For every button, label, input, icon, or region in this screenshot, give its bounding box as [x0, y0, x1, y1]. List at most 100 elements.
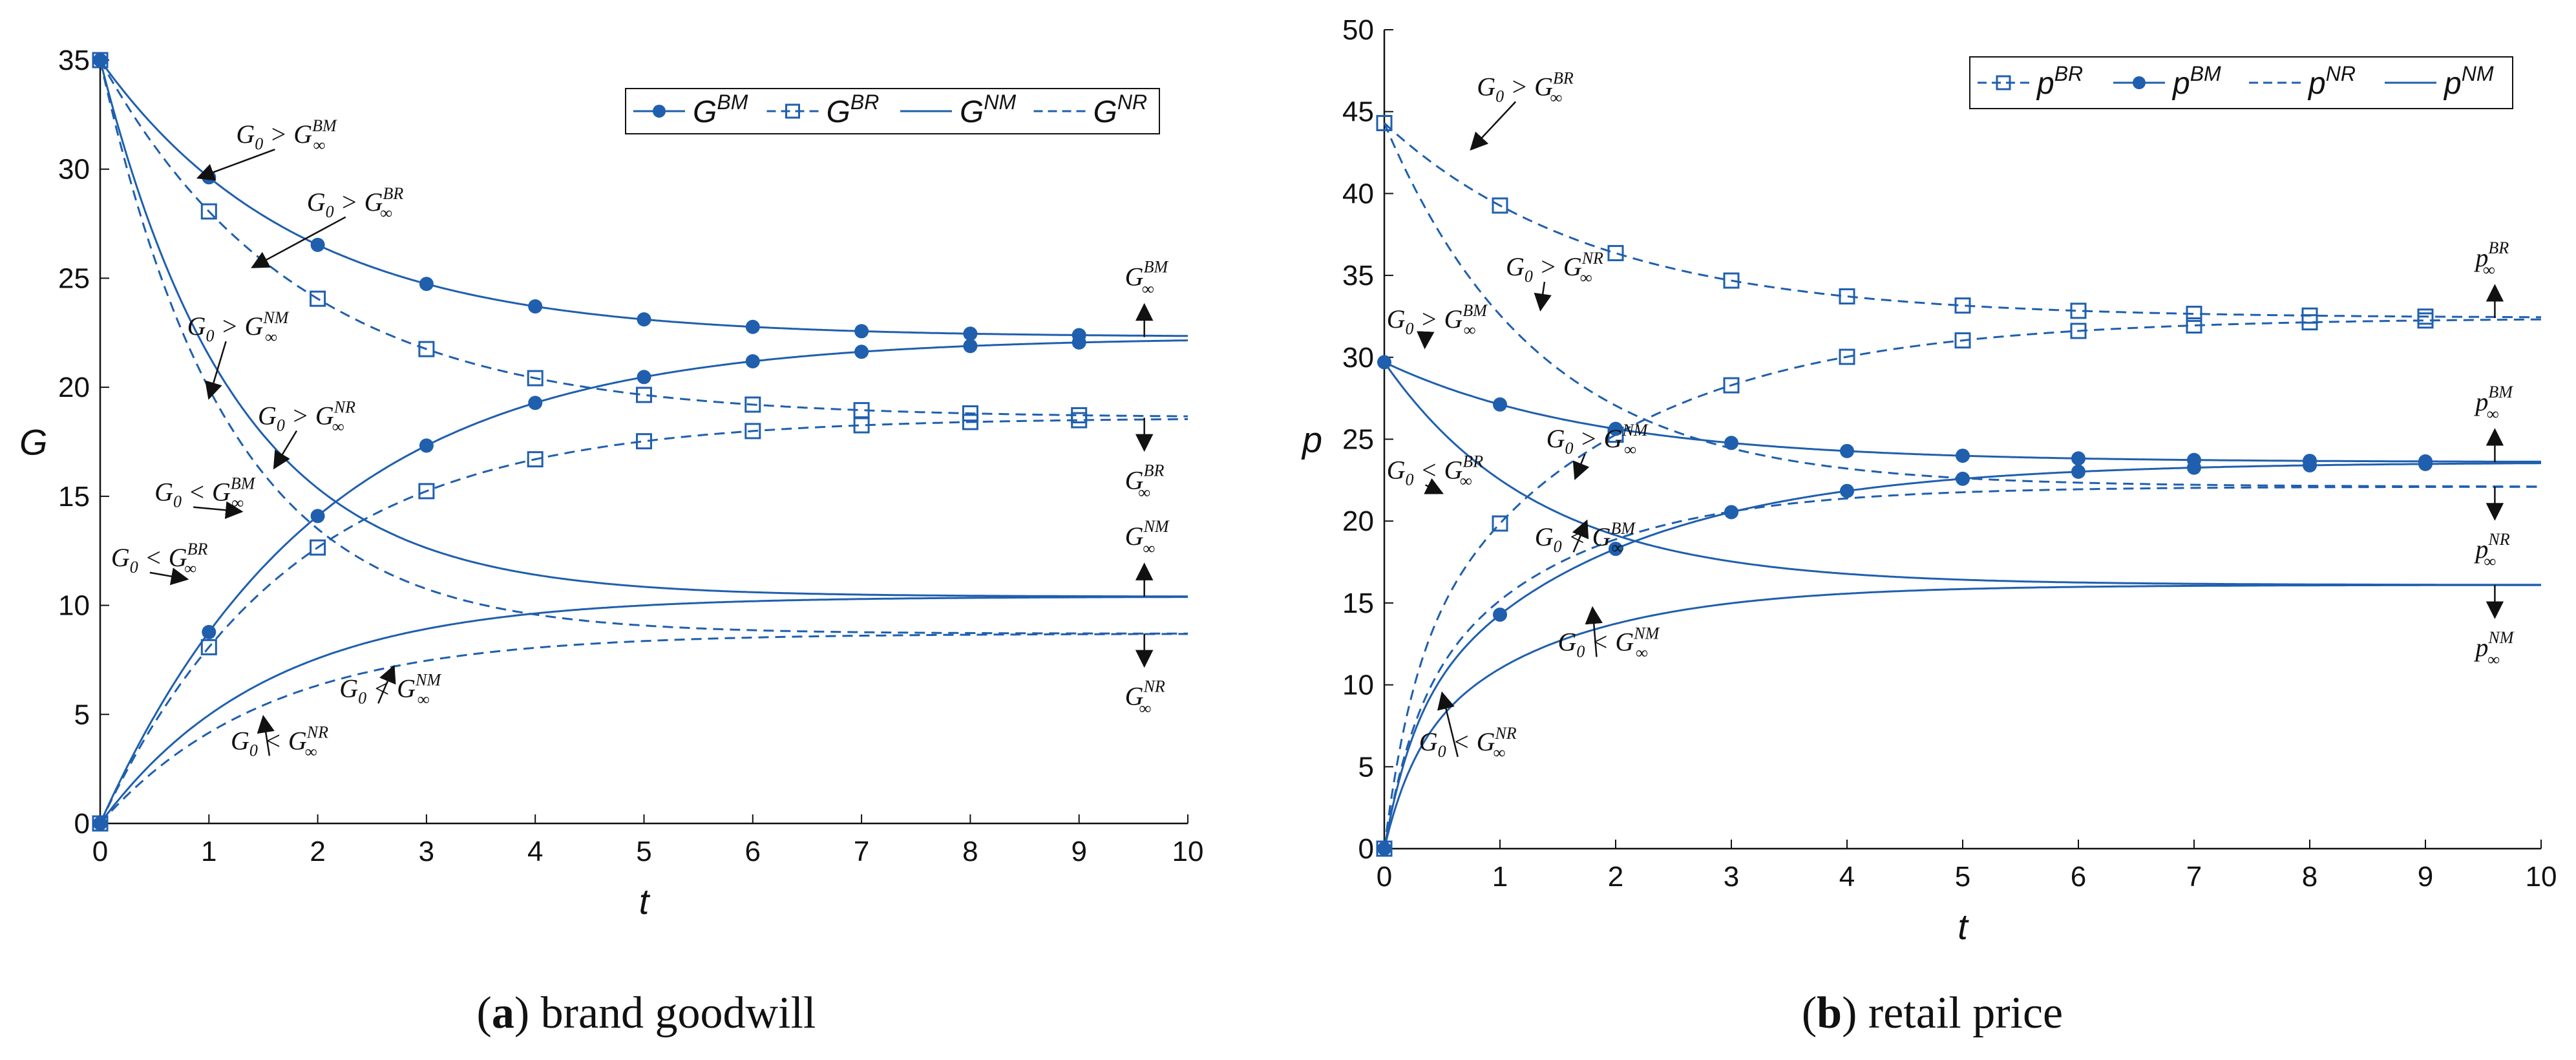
series-line	[99, 59, 1188, 635]
legend-label: pBR	[2036, 62, 2083, 101]
legend-name: p	[2307, 67, 2326, 101]
legend-sup: BM	[717, 90, 748, 114]
y-tick-label: 30	[58, 154, 90, 186]
x-tick-label: 3	[1724, 861, 1739, 893]
data-point	[2186, 317, 2202, 334]
annotation-lhs-sub: 0	[277, 416, 285, 435]
annotation-lhs-sub: 0	[1405, 319, 1413, 338]
series-line	[99, 59, 1188, 418]
x-tick-label: 6	[745, 836, 761, 867]
annotation-rhs-sub: ∞	[1550, 88, 1563, 107]
data-point	[1609, 421, 1623, 436]
data-point	[853, 417, 870, 434]
data-point	[527, 370, 544, 387]
end-label-sub: ∞	[1138, 483, 1150, 502]
data-point	[744, 423, 761, 440]
data-point	[92, 815, 109, 832]
legend: pBR pBM pNR pNM	[1969, 56, 2513, 109]
end-label-sup: BM	[1144, 258, 1169, 277]
caption-a: (a) brand goodwill	[477, 988, 816, 1038]
data-point	[1607, 245, 1624, 262]
annotation-rhs-sup: BR	[187, 540, 208, 558]
y-tick-label: 15	[58, 481, 90, 513]
annotation-op: <	[1591, 627, 1609, 656]
annotation-lhs: G	[154, 478, 173, 507]
data-point	[854, 324, 869, 339]
data-point	[2071, 451, 2085, 466]
y-tick-label: 30	[1342, 342, 1374, 374]
annotation-rhs-sup: NR	[306, 723, 328, 741]
data-point	[1956, 471, 1970, 486]
series-line	[1383, 584, 2541, 849]
end-label-name: p	[2473, 387, 2488, 416]
legend-label: GNR	[1093, 90, 1148, 129]
legend-sup: NM	[984, 90, 1016, 114]
annotation-rhs-sup: NM	[1633, 624, 1660, 642]
annotation-rhs-sup: NR	[1581, 249, 1603, 268]
end-label: pNM ∞	[2473, 628, 2514, 669]
annotation-rhs-sup: NM	[262, 308, 289, 327]
legend-marker	[2133, 76, 2146, 89]
y-tick-label: 20	[1342, 505, 1374, 537]
annotation-rhs: G	[1603, 424, 1622, 453]
annotation-rhs-sub: ∞	[231, 494, 244, 513]
data-point	[418, 341, 435, 357]
annotation-rhs-sup: BM	[231, 474, 256, 493]
data-point	[200, 639, 217, 655]
y-tick-label: 45	[1342, 96, 1374, 128]
data-point	[2418, 456, 2433, 471]
data-point	[963, 326, 978, 341]
x-tick-label: 3	[419, 836, 434, 867]
y-tick-label: 25	[58, 262, 90, 294]
x-tick-label: 8	[962, 836, 978, 867]
data-point	[2303, 458, 2317, 472]
annotation-lhs-sub: 0	[1405, 470, 1413, 489]
x-tick-label: 10	[1172, 836, 1204, 867]
legend-sup: BR	[850, 90, 879, 114]
annotation-lhs: G	[1477, 72, 1495, 101]
annotation-rhs-sup: NM	[415, 670, 441, 689]
annotation-rhs-sub: ∞	[1460, 471, 1472, 490]
data-point	[1493, 397, 1507, 412]
annotation-rhs: G	[288, 726, 307, 755]
y-tick-label: 0	[74, 808, 90, 840]
annotation: G0 < GNR ∞	[1419, 724, 1517, 762]
annotation-rhs: G	[1534, 72, 1553, 101]
legend-name: G	[960, 95, 984, 129]
annotation-lhs-sub: 0	[249, 741, 258, 759]
annotation-lhs: G	[236, 120, 255, 149]
end-label-sub: ∞	[1143, 539, 1156, 558]
annotation-rhs: G	[245, 312, 264, 341]
end-label-sup: NR	[2487, 530, 2509, 549]
x-tick-label: 2	[1608, 861, 1623, 893]
annotation-lhs: G	[1547, 424, 1565, 453]
legend-sup: NR	[2326, 62, 2356, 85]
annotation-arrow	[1437, 691, 1459, 758]
annotation-lhs-sub: 0	[1438, 742, 1446, 761]
annotation: G0 < GBM ∞	[1535, 519, 1636, 557]
data-point	[527, 451, 544, 468]
annotation-lhs-sub: 0	[1576, 642, 1585, 661]
legend-marker	[1996, 75, 2011, 90]
annotation-rhs: G	[1615, 627, 1634, 656]
annotation-lhs: G	[307, 187, 326, 217]
data-point	[1492, 197, 1508, 214]
data-point	[2071, 464, 2085, 479]
x-tick-label: 4	[1839, 861, 1855, 893]
series-line	[99, 59, 1188, 598]
caption-b-text: retail price	[1868, 988, 2063, 1038]
y-tick-label: 5	[1358, 751, 1374, 783]
data-point	[636, 387, 652, 403]
annotation-lhs: G	[1558, 627, 1577, 656]
x-tick-label: 0	[92, 836, 108, 867]
data-point	[92, 52, 109, 69]
data-point	[1840, 443, 1854, 458]
annotation-rhs: G	[1563, 252, 1582, 281]
annotation-rhs-sub: ∞	[1494, 743, 1506, 762]
annotation-lhs-sub: 0	[130, 558, 138, 577]
end-label-sub: ∞	[2483, 260, 2495, 279]
annotation-op: <	[1420, 455, 1437, 484]
end-label-name: G	[1125, 465, 1144, 494]
